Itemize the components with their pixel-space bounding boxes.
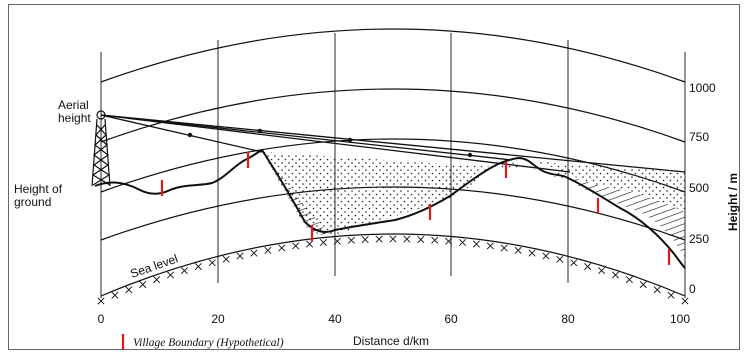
x-mark xyxy=(111,291,119,299)
ground-profile-line xyxy=(94,148,686,269)
y-tick: 750 xyxy=(689,130,709,144)
sea-level-curve xyxy=(100,233,686,297)
x-mark xyxy=(445,237,453,245)
x-mark xyxy=(208,259,216,267)
x-mark xyxy=(667,291,675,299)
x-mark xyxy=(375,235,383,243)
y-tick: 250 xyxy=(689,232,709,246)
x-mark xyxy=(319,238,327,247)
hatched-area-left xyxy=(262,152,330,236)
x-mark xyxy=(584,263,592,271)
x-tick: 40 xyxy=(328,312,342,326)
y-tick: 1000 xyxy=(689,81,716,95)
hatched-area-right xyxy=(570,178,685,258)
x-mark xyxy=(486,242,494,250)
x-mark xyxy=(278,244,286,252)
height-of-ground-label: Height of xyxy=(14,182,63,196)
x-mark xyxy=(500,244,508,252)
x-mark xyxy=(139,281,147,289)
x-mark xyxy=(97,297,105,305)
antenna-mast xyxy=(91,110,111,187)
x-mark xyxy=(459,238,467,247)
x-tick: 100 xyxy=(670,312,690,326)
x-mark xyxy=(306,240,314,248)
x-mark xyxy=(250,249,258,257)
x-tick: 60 xyxy=(444,312,458,326)
x-mark xyxy=(292,242,300,250)
y-tick: 500 xyxy=(689,181,709,195)
x-tick: 20 xyxy=(211,312,225,326)
x-mark xyxy=(625,276,633,284)
height-of-ground-label-2: ground xyxy=(14,195,51,209)
x-mark xyxy=(153,276,161,284)
legend-label: Village Boundary (Hypothetical) xyxy=(133,337,284,349)
y-tick-labels: 1000 750 500 250 0 xyxy=(689,81,716,296)
x-tick-labels: 0 20 40 60 80 100 xyxy=(98,312,691,326)
x-mark xyxy=(194,263,202,271)
x-tick: 0 xyxy=(98,312,105,326)
x-mark xyxy=(639,281,647,289)
x-mark xyxy=(528,249,536,257)
ray-arrow-dots xyxy=(187,128,473,158)
x-mark xyxy=(472,240,480,248)
y-tick: 0 xyxy=(689,282,696,296)
x-mark xyxy=(347,236,355,244)
x-mark xyxy=(653,286,661,294)
dotted-area-right xyxy=(512,160,685,212)
x-tick: 80 xyxy=(561,312,575,326)
x-mark xyxy=(403,235,411,243)
x-mark xyxy=(361,236,369,244)
x-mark xyxy=(542,252,550,260)
x-mark xyxy=(389,235,397,243)
aerial-height-label: Aerial xyxy=(58,98,89,112)
radio-rays xyxy=(100,114,686,173)
x-mark xyxy=(570,259,578,267)
x-axis-label: Distance d/km xyxy=(353,334,429,348)
y-axis-label: Height / m xyxy=(726,173,740,231)
x-mark xyxy=(180,267,188,275)
x-mark xyxy=(236,252,244,260)
x-mark xyxy=(598,267,606,275)
x-mark xyxy=(417,236,425,244)
aerial-height-label-2: height xyxy=(58,111,91,125)
x-mark xyxy=(681,297,689,305)
dotted-area-left xyxy=(262,152,570,236)
x-mark xyxy=(611,271,619,279)
sea-level-x-marks xyxy=(97,235,689,305)
x-mark xyxy=(167,271,175,279)
x-mark xyxy=(556,255,564,263)
x-mark xyxy=(125,286,133,294)
x-mark xyxy=(222,255,230,263)
x-mark xyxy=(264,246,272,254)
x-mark xyxy=(333,237,341,245)
village-boundary-markers xyxy=(160,152,671,265)
x-mark xyxy=(514,246,522,254)
x-mark xyxy=(431,236,439,244)
